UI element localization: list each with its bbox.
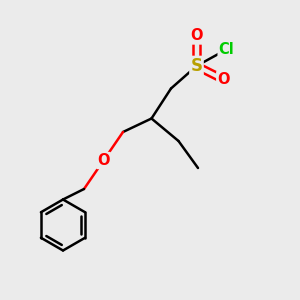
Text: O: O (97, 153, 110, 168)
Text: O: O (217, 72, 230, 87)
Text: Cl: Cl (219, 42, 234, 57)
Text: S: S (190, 57, 202, 75)
Text: O: O (190, 28, 203, 44)
